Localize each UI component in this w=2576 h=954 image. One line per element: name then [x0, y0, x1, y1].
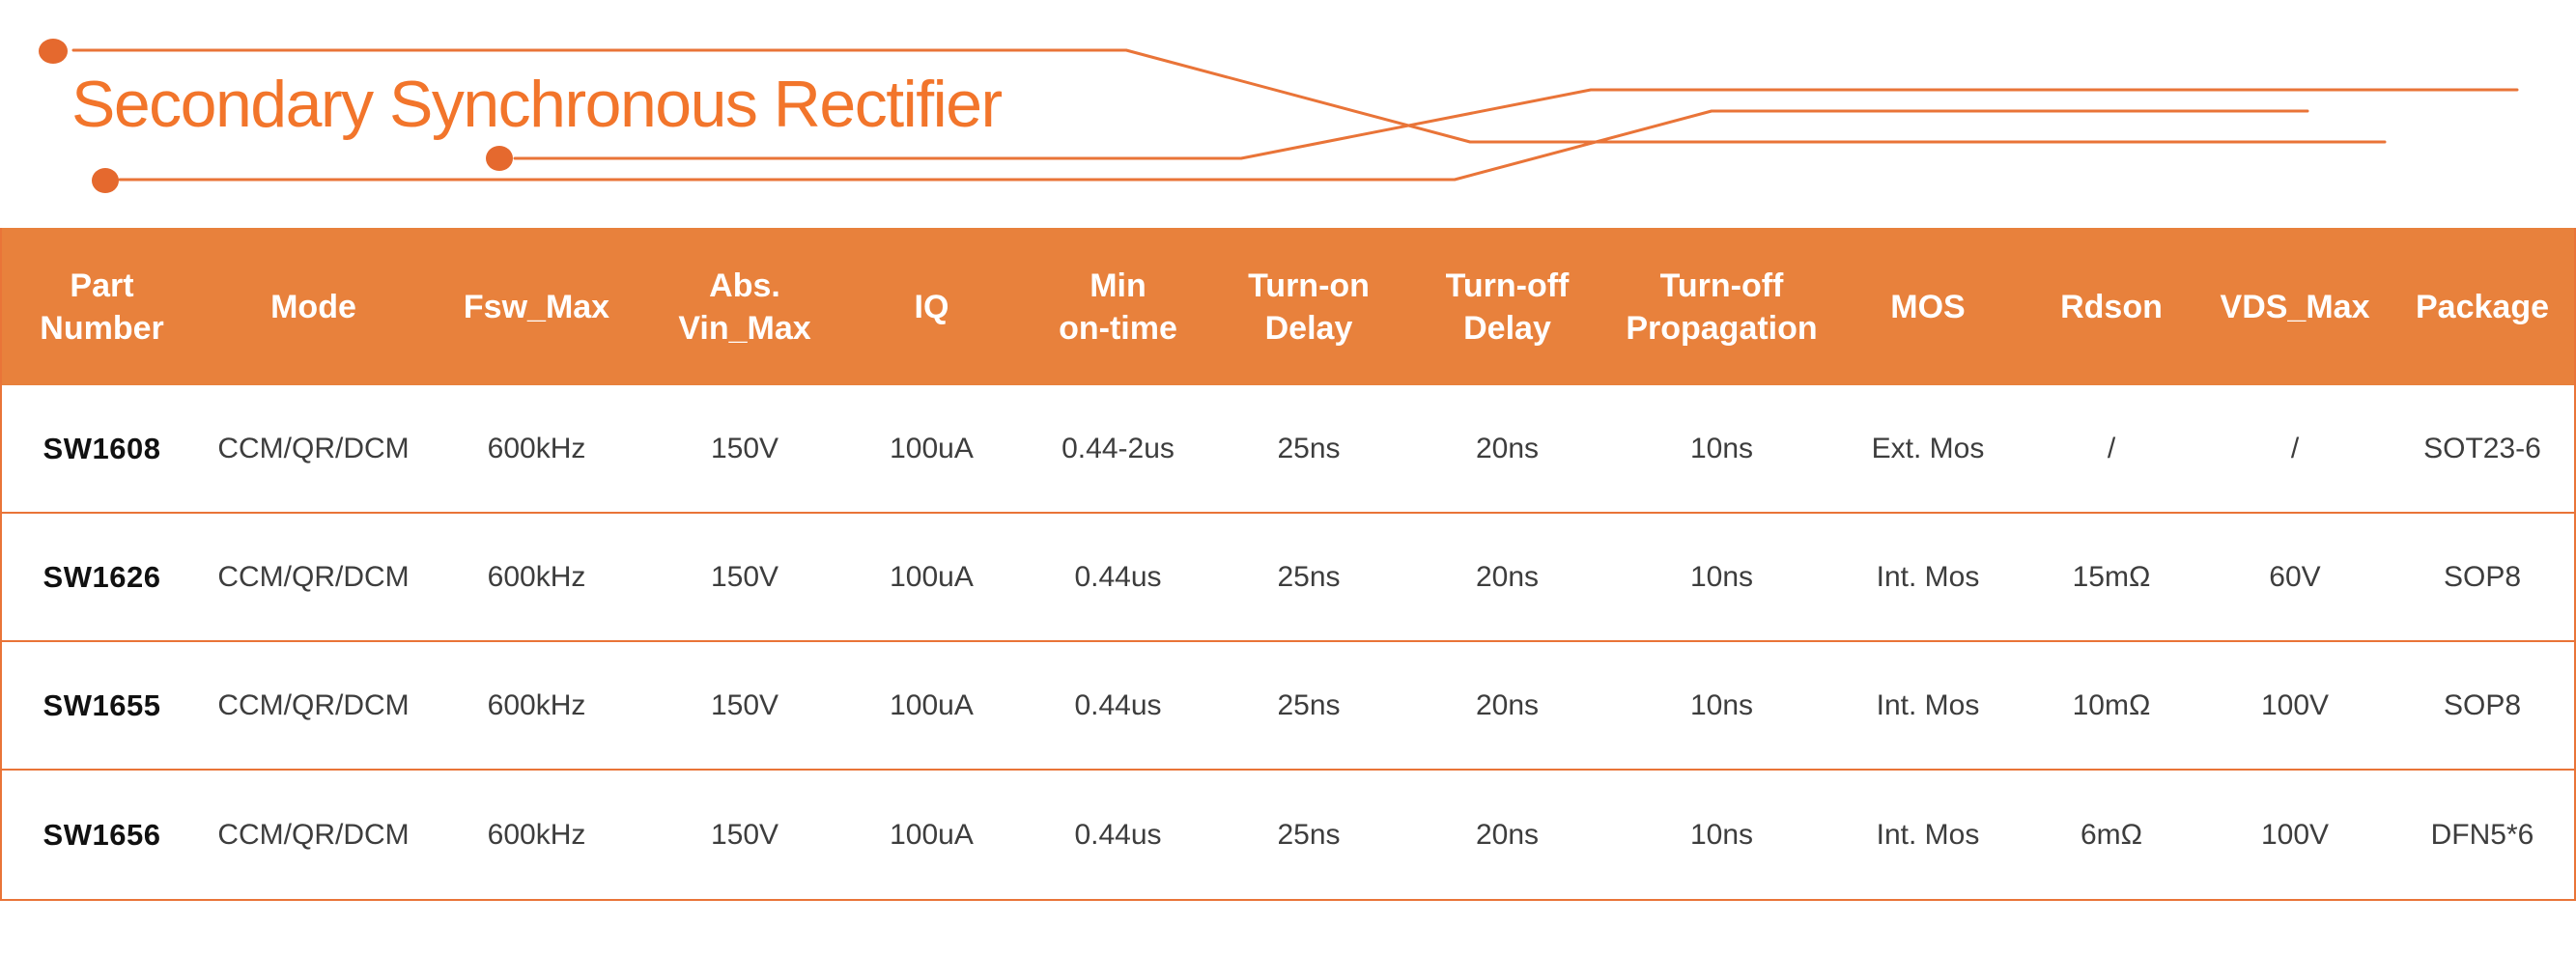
part-number-cell: SW1626 [42, 559, 161, 594]
col-header-mode: Mode [270, 288, 356, 325]
cell-mos: Int. Mos [1876, 688, 1980, 721]
cell-mode: CCM/QR/DCM [217, 688, 410, 721]
page-title: Secondary Synchronous Rectifier [71, 68, 1003, 141]
cell-rdson: 15mΩ [2072, 560, 2151, 593]
cell-abs-vin-max: 150V [710, 432, 779, 464]
cell-turn-on-delay: 25ns [1277, 560, 1341, 593]
col-header-turn-on-delay: Turn-on Delay [1248, 267, 1370, 347]
cell-package: SOP8 [2443, 688, 2522, 721]
cell-vds-max: 60V [2269, 560, 2321, 593]
col-header-mos: MOS [1890, 288, 1966, 325]
cell-fsw-max: 600kHz [487, 688, 586, 721]
cell-iq: 100uA [890, 560, 974, 593]
accent-dot-icon [486, 146, 513, 171]
cell-min-on-time: 0.44us [1074, 560, 1162, 593]
col-header-abs-vin-max: Abs. Vin_Max [678, 267, 811, 347]
cell-turn-off-delay: 20ns [1475, 688, 1540, 721]
cell-vds-max: 100V [2260, 688, 2330, 721]
cell-iq: 100uA [890, 688, 974, 721]
decorative-line-top [71, 48, 2387, 144]
col-header-rdson: Rdson [2060, 288, 2163, 325]
cell-mos: Ext. Mos [1871, 432, 1985, 464]
cell-abs-vin-max: 150V [710, 688, 779, 721]
spec-table: Part Number Mode Fsw_Max Abs. Vin_Max IQ M… [0, 228, 2576, 901]
cell-turn-on-delay: 25ns [1277, 432, 1341, 464]
col-header-package: Package [2416, 288, 2549, 325]
cell-mos: Int. Mos [1876, 560, 1980, 593]
col-header-turn-off-delay: Turn-off Delay [1445, 267, 1570, 347]
col-header-iq: IQ [914, 288, 949, 325]
cell-iq: 100uA [890, 818, 974, 851]
cell-turn-off-propagation: 10ns [1689, 560, 1754, 593]
cell-min-on-time: 0.44us [1074, 688, 1162, 721]
cell-turn-on-delay: 25ns [1277, 818, 1341, 851]
table-header-row: Part Number Mode Fsw_Max Abs. Vin_Max IQ M… [2, 228, 2574, 385]
cell-fsw-max: 600kHz [487, 560, 586, 593]
table-row: SW1626 CCM/QR/DCM 600kHz 150V 100uA 0.44… [2, 514, 2574, 642]
cell-mode: CCM/QR/DCM [217, 432, 410, 464]
table-row: SW1655 CCM/QR/DCM 600kHz 150V 100uA 0.44… [2, 642, 2574, 771]
accent-dot-icon [39, 39, 68, 64]
cell-turn-on-delay: 25ns [1277, 688, 1341, 721]
part-number-cell: SW1655 [42, 687, 161, 722]
cell-turn-off-propagation: 10ns [1689, 688, 1754, 721]
cell-mode: CCM/QR/DCM [217, 818, 410, 851]
part-number-cell: SW1656 [42, 817, 161, 852]
col-header-part-number: Part Number [40, 267, 164, 347]
cell-vds-max: 100V [2260, 818, 2330, 851]
cell-turn-off-delay: 20ns [1475, 818, 1540, 851]
cell-package: SOT23-6 [2423, 432, 2541, 464]
cell-mos: Int. Mos [1876, 818, 1980, 851]
col-header-min-on-time: Min on-time [1059, 267, 1177, 347]
cell-min-on-time: 0.44-2us [1062, 432, 1175, 464]
cell-rdson: / [2107, 432, 2116, 464]
decorative-lines-graphic [39, 39, 2519, 193]
cell-vds-max: / [2290, 432, 2300, 464]
cell-turn-off-delay: 20ns [1475, 560, 1540, 593]
cell-turn-off-propagation: 10ns [1689, 432, 1754, 464]
accent-dot-icon [92, 168, 119, 193]
cell-abs-vin-max: 150V [710, 818, 779, 851]
cell-turn-off-delay: 20ns [1475, 432, 1540, 464]
cell-package: DFN5*6 [2430, 818, 2534, 851]
col-header-fsw-max: Fsw_Max [463, 288, 610, 325]
cell-fsw-max: 600kHz [487, 432, 586, 464]
cell-mode: CCM/QR/DCM [217, 560, 410, 593]
cell-rdson: 6mΩ [2080, 818, 2143, 851]
cell-iq: 100uA [890, 432, 974, 464]
cell-fsw-max: 600kHz [487, 818, 586, 851]
col-header-vds-max: VDS_Max [2220, 288, 2370, 325]
cell-package: SOP8 [2443, 560, 2522, 593]
decorative-line-bottom [118, 109, 2309, 182]
cell-abs-vin-max: 150V [710, 560, 779, 593]
cell-turn-off-propagation: 10ns [1689, 818, 1754, 851]
table-row: SW1656 CCM/QR/DCM 600kHz 150V 100uA 0.44… [2, 771, 2574, 899]
col-header-turn-off-propagation: Turn-off Propagation [1626, 267, 1818, 347]
cell-rdson: 10mΩ [2072, 688, 2151, 721]
cell-min-on-time: 0.44us [1074, 818, 1162, 851]
table-row: SW1608 CCM/QR/DCM 600kHz 150V 100uA 0.44… [2, 385, 2574, 514]
decorative-line-middle [513, 88, 2519, 160]
part-number-cell: SW1608 [42, 431, 161, 465]
